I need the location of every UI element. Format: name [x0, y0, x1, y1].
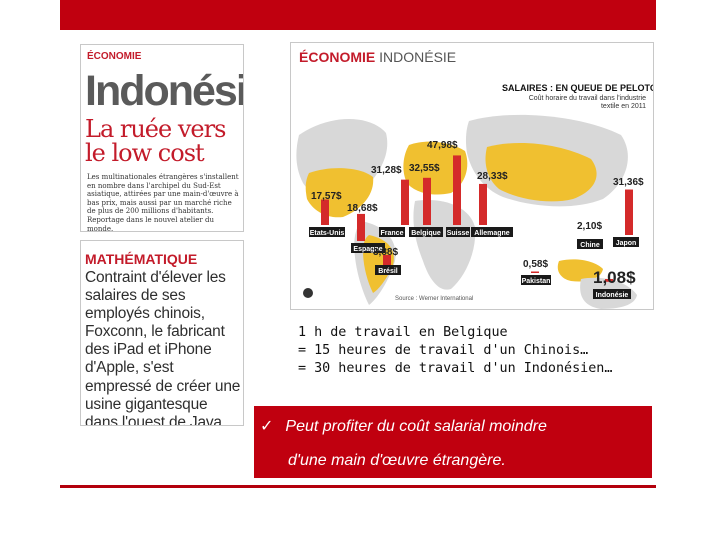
- bar-espagne: [357, 213, 365, 241]
- value-label: 31,28$: [371, 165, 402, 176]
- chart-title: ÉCONOMIE INDONÉSIE: [299, 49, 457, 65]
- value-label: 1,08$: [593, 268, 636, 287]
- article-title: Indonésie: [85, 67, 243, 115]
- tag-bg-6: [375, 265, 401, 275]
- top-red-bar: [60, 0, 656, 30]
- chart-subtitle: SALAIRES : EN QUEUE DE PELOTON: [502, 83, 654, 93]
- value-label: 17,57$: [311, 191, 342, 202]
- tag-bg-0: [309, 227, 345, 237]
- tag-label: Belgique: [411, 230, 441, 237]
- country-tags: Etats-Unis Espagne France Belgique Suisse All…: [309, 227, 639, 299]
- map-indonesia: [557, 259, 603, 282]
- article-body: Les multinationales étrangères s'install…: [87, 173, 239, 232]
- article2-body: Contraint d'élever les salaires de ses e…: [85, 269, 241, 426]
- bar-indon-sie: [605, 279, 613, 282]
- tag-label: Brésil: [378, 268, 398, 275]
- article-subtitle: La ruée vers le low cost: [85, 115, 226, 167]
- chart-svg: Etats-Unis Espagne France Belgique Suisse All…: [296, 114, 644, 309]
- bar-japon: [625, 189, 633, 235]
- value-label: 31,36$: [613, 177, 644, 188]
- bar-pakistan: [531, 271, 539, 273]
- tag-label: France: [381, 230, 404, 237]
- bar-br-sil: [383, 255, 391, 266]
- salary-chart: ÉCONOMIE INDONÉSIE SALAIRES : EN QUEUE D…: [290, 42, 654, 310]
- bar-suisse: [453, 155, 461, 225]
- bar-belgique: [423, 177, 431, 225]
- tag-bg-3: [409, 227, 443, 237]
- article-mathematique: MATHÉMATIQUE Contraint d'élever les sala…: [80, 240, 244, 426]
- map-europe: [403, 141, 468, 195]
- article2-kicker: MATHÉMATIQUE: [85, 251, 198, 267]
- value-label: 0,58$: [523, 259, 548, 270]
- comparison-line-3: = 30 heures de travail d'un Indonésien…: [298, 361, 613, 376]
- tag-label: Indonésie: [596, 292, 629, 299]
- value-label: 18,68$: [347, 203, 378, 214]
- logo-dot: [303, 288, 313, 298]
- conclusion-line-2: d'une main d'œuvre étrangère.: [288, 452, 506, 469]
- tag-bg-10: [593, 289, 631, 299]
- value-labels: 17,57$ 18,68$ 31,28$ 32,55$ 47,98$ 28,33$ 3,88…: [311, 140, 644, 287]
- tag-label: Allemagne: [474, 230, 510, 237]
- tag-bg-5: [471, 227, 513, 237]
- tag-label: Japon: [616, 240, 637, 247]
- tag-bg-9: [613, 237, 639, 247]
- tag-label: Pakistan: [522, 278, 551, 285]
- comparison-text: 1 h de travail en Belgique = 15 heures de…: [298, 324, 612, 378]
- article-economie: ÉCONOMIE Indonésie La ruée vers le low c…: [80, 44, 244, 232]
- map-asia-yellow: [485, 143, 597, 202]
- conclusion-box: ✓ Peut profiter du coût salarial moindre …: [254, 406, 652, 478]
- tag-label: Etats-Unis: [310, 230, 345, 237]
- tag-bg-7: [521, 275, 551, 285]
- value-label: 47,98$: [427, 140, 458, 151]
- article-kicker: ÉCONOMIE: [87, 51, 142, 62]
- map-africa: [413, 200, 476, 290]
- bottom-red-line: [60, 485, 656, 488]
- value-label: 3,88$: [373, 247, 398, 258]
- bar-france: [401, 179, 409, 225]
- conclusion-line-1: ✓ Peut profiter du coût salarial moindre: [260, 418, 547, 435]
- comparison-line-2: = 15 heures de travail d'un Chinois…: [298, 343, 589, 358]
- tag-label: Chine: [580, 242, 600, 249]
- tag-bg-8: [577, 239, 603, 249]
- tag-bg-2: [379, 227, 405, 237]
- value-label: 32,55$: [409, 163, 440, 174]
- tag-label: Espagne: [353, 246, 382, 253]
- bar-etats-unis: [321, 199, 329, 225]
- tag-label: Suisse: [447, 230, 470, 237]
- chart-note: Coût horaire du travail dans l'industrie…: [528, 95, 646, 110]
- value-label: 28,33$: [477, 171, 508, 182]
- tag-bg-1: [351, 243, 385, 253]
- check-icon: ✓: [260, 418, 274, 435]
- bar-allemagne: [479, 183, 487, 225]
- tag-bg-4: [446, 227, 470, 237]
- comparison-line-1: 1 h de travail en Belgique: [298, 325, 508, 340]
- value-label: 2,10$: [577, 221, 602, 232]
- chart-source: Source : Werner International: [395, 296, 473, 302]
